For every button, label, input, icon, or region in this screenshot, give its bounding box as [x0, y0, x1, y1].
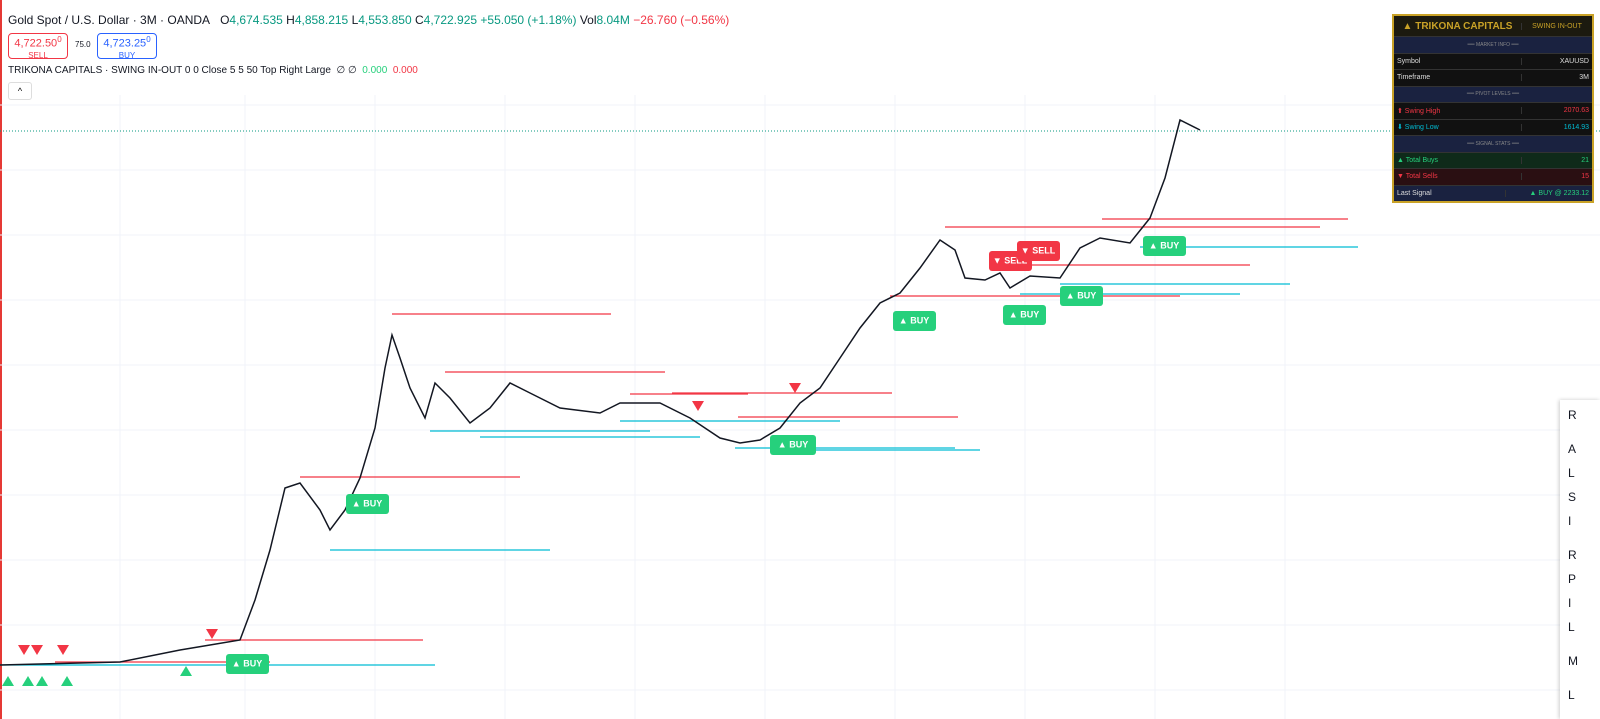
label: ▲ Total Buys: [1397, 156, 1439, 164]
ohlc-label: H: [286, 13, 295, 27]
sell-label: SELL: [28, 50, 48, 60]
change: +55.050 (+1.18%): [480, 13, 577, 27]
symbol[interactable]: Gold Spot / U.S. Dollar · 3M · OANDA: [8, 13, 211, 27]
indicator-value: 0.000: [362, 65, 388, 76]
ohlc-value: 4,722.925: [423, 13, 478, 27]
ohlc-value: 4,553.850: [358, 13, 412, 27]
buy-tag: [1143, 236, 1186, 256]
resistance-lines: [55, 218, 1348, 663]
label: Timeframe: [1397, 74, 1431, 82]
section: ══ PIVOT LEVELS ══: [1466, 91, 1520, 98]
signal-labels: ▲ BUY ▲ BUY ▲ BUY ▲ BUY ▲ BUY ▲ BUY ▲ BU…: [226, 236, 1186, 674]
edge: [0, 0, 2, 719]
menu-item[interactable]: P: [1568, 572, 1577, 586]
buy-label: BUY: [118, 50, 136, 60]
signal-text: ▲ BUY: [1009, 309, 1039, 319]
menu-item[interactable]: R: [1568, 548, 1577, 562]
ohlc-value: 4,858.215: [294, 13, 349, 27]
indicator-symbols: ∅ ∅: [336, 65, 357, 76]
grid: [0, 95, 1600, 719]
ohlc-value: 4,674.535: [229, 13, 283, 27]
info-panel: ▲ TRIKONA CAPITALS SWING IN-OUT ══ MARKET…: [1392, 14, 1594, 203]
menu-item[interactable]: A: [1568, 442, 1577, 456]
buy-price: 4,723.25: [103, 37, 147, 50]
vol: 8.04M: [596, 13, 630, 27]
buy-tag: [346, 494, 389, 514]
signal-text: ▼ SELL: [993, 255, 1028, 265]
buy-markers: [2, 666, 192, 686]
indicator-name[interactable]: TRIKONA CAPITALS · SWING IN-OUT 0 0 Clos…: [8, 65, 331, 76]
indicator-value: 0.000: [392, 65, 418, 76]
buy-tag: [226, 654, 269, 674]
symbol-header: Gold Spot / U.S. Dollar · 3M · OANDA O4,…: [8, 13, 729, 27]
buy-tag: [1060, 286, 1103, 306]
ohlc-label: C: [414, 13, 424, 27]
buy-tag: [893, 311, 936, 331]
sell-price: 4,722.50: [14, 37, 58, 50]
panel-title: ▲ TRIKONA CAPITALS: [1402, 20, 1513, 32]
section: ══ MARKET INFO ══: [1467, 41, 1519, 48]
signal-text: ▲ BUY: [778, 439, 808, 449]
value: 2070.63: [1521, 107, 1592, 115]
sell-sup: 0: [57, 35, 62, 44]
menu-item[interactable]: I: [1568, 514, 1572, 528]
buy-button[interactable]: 4,723.250 BUY: [97, 33, 157, 60]
ohlc-label: L: [351, 13, 359, 27]
signal-text: ▲ BUY: [899, 315, 929, 325]
panel-subtitle: SWING IN-OUT: [1521, 22, 1592, 30]
value: 21: [1521, 156, 1592, 164]
menu-item[interactable]: L: [1568, 620, 1575, 634]
value: 15: [1521, 173, 1592, 181]
buy-tag: [770, 435, 816, 455]
value: ▲ BUY @ 2233.12: [1505, 189, 1592, 197]
price-path: [0, 118, 1201, 666]
label: Symbol: [1397, 57, 1421, 65]
menu-item[interactable]: M: [1568, 654, 1578, 668]
menu-item[interactable]: R: [1568, 408, 1577, 422]
sell-tag: [1017, 241, 1060, 261]
label: Last Signal: [1397, 189, 1432, 197]
section: ══ SIGNAL STATS ══: [1467, 140, 1519, 147]
vol-change: −26.760 (−0.56%): [633, 13, 730, 27]
label: ⬆ Swing High: [1397, 107, 1441, 115]
sell-markers: [18, 383, 801, 655]
value: XAUUSD: [1521, 57, 1592, 65]
support-lines: [0, 246, 1358, 666]
collapse-button[interactable]: ^: [8, 82, 32, 100]
menu-item[interactable]: L: [1568, 466, 1575, 480]
signal-text: ▼ SELL: [1021, 245, 1056, 255]
signal-text: ▲ BUY: [1149, 240, 1179, 250]
buy-tag: [1003, 305, 1046, 325]
value: 3M: [1521, 74, 1592, 82]
label: ▼ Total Sells: [1397, 173, 1438, 181]
indicator-legend: TRIKONA CAPITALS · SWING IN-OUT 0 0 Clos…: [8, 65, 418, 76]
menu-item[interactable]: I: [1568, 596, 1572, 610]
menu-item[interactable]: L: [1568, 688, 1575, 702]
vol-label: Vol: [579, 13, 597, 27]
ohlc-label: O: [220, 13, 230, 27]
sell-button[interactable]: 4,722.500 SELL: [8, 33, 68, 60]
value: 1614.93: [1521, 123, 1592, 131]
spread: 75.0: [75, 40, 91, 49]
menu-item[interactable]: S: [1568, 490, 1577, 504]
signal-text: ▲ BUY: [1066, 290, 1096, 300]
signal-text: ▲ BUY: [352, 498, 382, 508]
label: ⬇ Swing Low: [1397, 124, 1439, 132]
signal-text: ▲ BUY: [232, 658, 262, 668]
buy-sup: 0: [146, 35, 151, 44]
